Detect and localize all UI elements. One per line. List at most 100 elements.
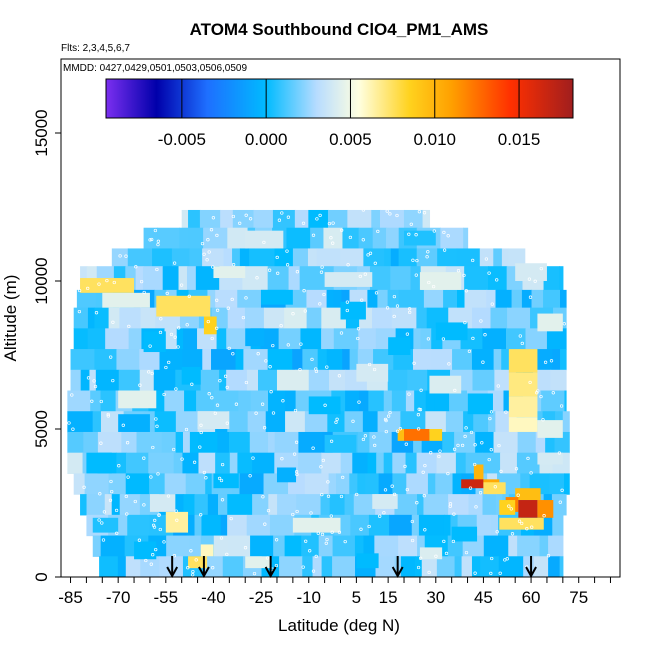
sample-point [213,411,217,415]
heatmap-cell [550,369,567,392]
sample-point [528,295,533,299]
heatmap-cell [92,535,102,557]
heatmap-patch [467,393,493,415]
heatmap-patch [86,452,112,474]
heatmap-patch [200,544,214,557]
heatmap-cell [232,209,255,229]
sample-point [334,420,338,424]
sample-point [308,549,312,553]
sample-point [373,443,377,448]
heatmap-cell [222,556,244,577]
heatmap-cell [321,328,335,350]
sample-point [275,255,279,260]
heatmap-cell [392,473,407,495]
heatmap-cell [176,328,184,350]
heatmap-cell [161,431,177,454]
heatmap-cell [152,248,173,267]
x-tick-label: 15 [379,588,398,607]
sample-point [320,265,324,269]
heatmap-patch [388,337,411,355]
sample-point [139,279,144,284]
sample-point [356,327,361,331]
heatmap-cell [403,209,424,229]
sample-point [517,519,522,523]
sample-point [293,408,298,413]
heatmap-cell [178,266,188,291]
heatmap-cell [456,248,481,267]
heatmap-cell [217,494,228,516]
sample-point [301,221,306,225]
heatmap-cell [390,266,412,291]
sample-point [321,458,325,463]
sample-point [346,263,350,267]
sample-point [126,475,130,479]
sample-point [148,344,152,348]
sample-point [514,467,519,471]
sample-point [100,521,104,525]
heatmap-cell [320,494,331,516]
heatmap-cell [398,248,418,267]
sample-point [407,392,411,396]
sample-point [530,525,534,529]
sample-point [310,357,314,362]
heatmap-cell [448,494,470,516]
sample-point [415,501,419,505]
sample-point [180,457,184,461]
x-tick-label: 5 [352,588,361,607]
heatmap-cell [369,431,393,454]
heatmap-patch [508,349,538,373]
heatmap-cell [162,266,180,291]
sample-point [442,248,447,252]
heatmap-cell [377,411,401,433]
sample-point [256,352,260,356]
sample-point [329,439,334,443]
heatmap-cell [340,452,353,474]
heatmap-cell [488,266,508,291]
heatmap-cell [423,494,449,516]
heatmap-cell [142,266,164,291]
sample-point [274,563,279,568]
heatmap-patch [397,429,405,441]
heatmap-cell [493,248,503,267]
sample-point [176,345,180,349]
heatmap-patch [213,266,246,279]
sample-point [509,507,513,511]
heatmap-patch [451,526,478,542]
sample-point [416,565,421,570]
sample-point [156,472,160,476]
sample-point [559,404,564,408]
heatmap-cell [265,411,286,433]
sample-point [148,238,152,242]
sample-point [372,367,377,372]
heatmap-cell [375,556,396,577]
heatmap-cell [371,307,393,329]
sample-point [335,417,339,421]
sample-point [496,384,500,388]
sample-point [264,359,268,363]
y-tick-label: 0 [32,572,51,581]
heatmap-cell [411,514,420,537]
heatmap-cell [443,289,458,309]
sample-point [489,448,493,452]
sample-point [309,511,313,515]
heatmap-cell [94,307,110,329]
sample-point [339,331,344,335]
sample-point [542,514,546,518]
heatmap-cell [304,473,330,495]
heatmap-patch [499,517,544,530]
heatmap-cell [205,473,213,495]
heatmap-cell [263,307,285,329]
heatmap-patch [165,511,189,533]
sample-point [378,514,382,518]
sample-point [179,283,184,287]
sample-point [392,492,397,497]
sample-point [320,492,324,497]
sample-point [149,562,153,566]
sample-point [527,277,532,281]
sample-point [560,488,564,492]
heatmap-cell [250,535,274,557]
heatmap-cell [525,328,548,350]
heatmap-cell [284,535,302,557]
sample-point [101,538,106,542]
heatmap-cell [332,535,356,557]
